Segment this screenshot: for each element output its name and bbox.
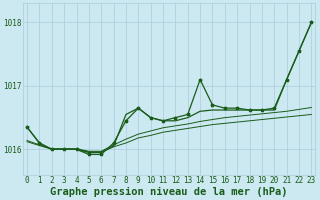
X-axis label: Graphe pression niveau de la mer (hPa): Graphe pression niveau de la mer (hPa) xyxy=(51,186,288,197)
